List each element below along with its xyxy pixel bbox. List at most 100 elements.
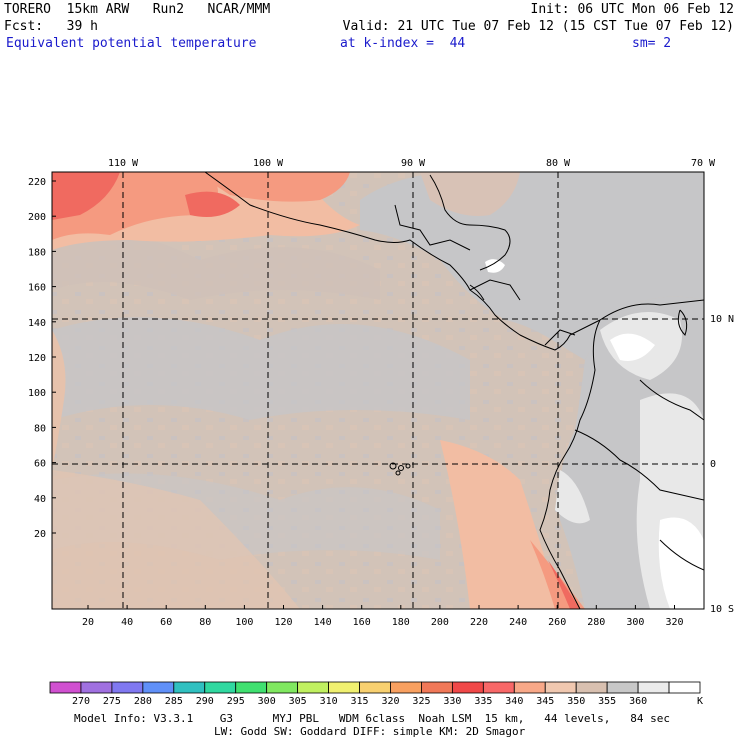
x-tick-label: 220 (470, 617, 488, 628)
lon-label: 80 W (546, 158, 571, 169)
colorbar-swatch (235, 681, 268, 694)
guatemala-border (394, 204, 471, 251)
colorbar-unit: K (697, 696, 704, 707)
lat-label: 10 S (710, 604, 734, 615)
init-time: Init: 06 UTC Mon 06 Feb 12 (530, 2, 735, 17)
colorbar-label: 285 (164, 696, 183, 707)
run-name: Run2 (152, 2, 185, 17)
colorbar-swatch (266, 681, 299, 694)
mid-band (52, 228, 380, 300)
panama-border (544, 329, 576, 346)
yucatan-land (420, 172, 520, 216)
colorbar-label: 300 (257, 696, 276, 707)
colorbar-swatch (80, 681, 113, 694)
warmer-region-coast (195, 172, 350, 202)
white-region-colombia (610, 333, 655, 361)
y-tick-label: 100 (28, 388, 46, 399)
colorbar-label: 315 (350, 696, 369, 707)
colorbar-label: 335 (474, 696, 493, 707)
warm-region-peru-offshore (440, 440, 560, 609)
colorbar-swatch (297, 681, 329, 694)
white-patch-honduras (485, 259, 505, 273)
caribbean-coast (429, 174, 511, 271)
x-tick-label: 120 (274, 617, 292, 628)
x-tick-label: 260 (548, 617, 566, 628)
colorbar-swatch (575, 681, 608, 694)
hot-region-peru (548, 560, 580, 609)
physics-info: LW: Godd SW: Goddard DIFF: simple KM: 2D… (214, 725, 526, 738)
central-america-land (360, 172, 704, 360)
graticule (52, 172, 704, 609)
nicaragua-border (469, 279, 521, 301)
lon-label: 70 W (691, 158, 716, 169)
forecast-label: Fcst: (4, 19, 44, 34)
colorbar-swatch (451, 681, 484, 694)
model-info: Model Info: V3.3.1 G3 MYJ PBL WDM 6class… (74, 712, 671, 725)
colorbar-swatch (544, 681, 577, 694)
galapagos-island-4 (395, 470, 401, 476)
colorbar-swatch (359, 681, 391, 694)
lon-label: 110 W (108, 158, 139, 169)
colorbar-swatch (637, 681, 670, 694)
x-tick-label: 320 (665, 617, 683, 628)
colorbar-swatch (173, 681, 206, 694)
field-name: Equivalent potential temperature (6, 36, 257, 51)
x-tick-label: 200 (431, 617, 449, 628)
colorbar-label: 350 (567, 696, 586, 707)
colorbar-label: 330 (443, 696, 462, 707)
colorbar-label: 310 (319, 696, 338, 707)
colorbar-label: 275 (102, 696, 121, 707)
colorbar-label: 320 (381, 696, 400, 707)
colorbar-swatch (328, 681, 360, 694)
x-tick-label: 280 (587, 617, 605, 628)
x-tick-label: 40 (121, 617, 133, 628)
y-tick-label: 180 (28, 247, 46, 258)
y-tick-label: 80 (34, 423, 46, 434)
x-tick-label: 80 (199, 617, 211, 628)
peru-brazil-border (659, 539, 704, 571)
y-tick-label: 160 (28, 283, 46, 294)
y-tick-label: 20 (34, 529, 46, 540)
smoothing-info: sm= 2 (632, 36, 672, 51)
colorbar-label: 345 (536, 696, 555, 707)
colorbar-swatch (421, 681, 453, 694)
x-tick-label: 240 (509, 617, 527, 628)
level-info: at k-index = 44 (340, 36, 465, 51)
level-label: at k-index = (340, 36, 434, 51)
plot-frame (51, 171, 705, 610)
white-region-amazon (658, 517, 704, 609)
colorbar-label: 270 (71, 696, 90, 707)
colombia-north-coast (599, 299, 704, 321)
colorbar-swatch (111, 681, 144, 694)
x-tick-label: 140 (314, 617, 332, 628)
colorbar-label: 325 (412, 696, 431, 707)
colorbar-swatch (142, 681, 175, 694)
x-tick-label: 20 (82, 617, 94, 628)
lon-label: 90 W (401, 158, 426, 169)
model-name: TORERO (4, 2, 51, 17)
colorbar-swatches (49, 681, 701, 694)
valid-time: Valid: 21 UTC Tue 07 Feb 12 (15 CST Tue … (342, 19, 734, 34)
pacific-coastline (204, 172, 601, 351)
y-axis-ticks: 220 200 180 160 140 120 100 80 60 40 20 (28, 177, 56, 540)
warm-region-southwest (52, 470, 300, 609)
forecast-hour: 39 h (66, 19, 98, 34)
hot-region-center (185, 191, 240, 218)
header-line-2: Fcst: 39 h (4, 19, 98, 34)
ecuador-peru-border (574, 429, 704, 501)
lake-maracaibo (677, 309, 688, 336)
colorbar-swatch (482, 681, 515, 694)
colorbar-swatch (668, 681, 701, 694)
colorbar (49, 681, 701, 694)
colorbar-swatch (204, 681, 237, 694)
header-line-1: TORERO 15km ARW Run2 NCAR/MMM (4, 2, 270, 17)
x-tick-label: 160 (353, 617, 371, 628)
galapagos-island-1 (389, 462, 397, 470)
y-tick-label: 220 (28, 177, 46, 188)
x-tick-label: 100 (235, 617, 253, 628)
galapagos-island-2 (398, 465, 404, 471)
center-name: NCAR/MMM (207, 2, 271, 17)
y-tick-label: 60 (34, 459, 46, 470)
colombia-brazil-border (639, 379, 704, 421)
light-region-ecuador (555, 470, 590, 524)
